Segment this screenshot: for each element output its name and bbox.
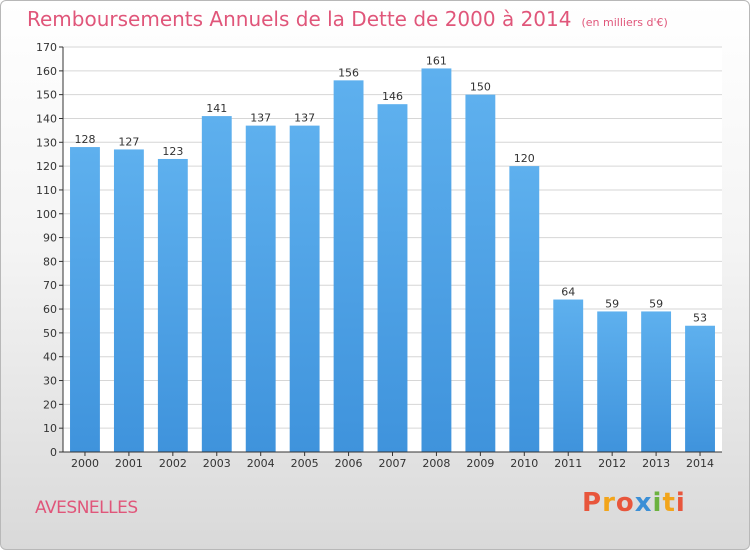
x-tick-label: 2007 <box>379 457 407 470</box>
x-tick-label: 2009 <box>466 457 494 470</box>
logo-letter: i <box>675 488 686 518</box>
y-tick-label: 160 <box>36 65 57 78</box>
y-tick-label: 20 <box>43 398 57 411</box>
x-tick-label: 2013 <box>642 457 670 470</box>
x-tick-label: 2014 <box>686 457 714 470</box>
bar <box>245 125 276 452</box>
y-tick-label: 90 <box>43 232 57 245</box>
commune-name: AVESNELLES <box>35 498 138 518</box>
y-tick-label: 0 <box>50 446 57 459</box>
bar-value-label: 156 <box>338 66 359 79</box>
bar <box>201 116 232 453</box>
bar <box>333 80 364 453</box>
bar-value-label: 150 <box>470 81 491 94</box>
bar <box>685 325 715 452</box>
logo-letter: P <box>582 488 603 518</box>
bar-value-label: 146 <box>382 90 403 103</box>
logo-letter: r <box>602 488 616 518</box>
bar-value-label: 120 <box>514 152 535 165</box>
y-tick-label: 150 <box>36 89 57 102</box>
logo-letter: x <box>634 488 653 518</box>
y-tick-label: 50 <box>43 327 57 340</box>
bar <box>641 311 672 452</box>
logo-letter: i <box>652 488 663 518</box>
chart-unit-label: (en milliers d'€) <box>581 16 668 29</box>
bar-value-label: 137 <box>250 112 271 125</box>
y-tick-label: 170 <box>36 41 57 54</box>
y-tick-label: 120 <box>36 160 57 173</box>
bar <box>509 166 540 452</box>
chart-title: Remboursements Annuels de la Dette de 20… <box>27 7 668 31</box>
bar-value-label: 64 <box>561 286 575 299</box>
bar <box>377 104 408 453</box>
bar-value-label: 128 <box>74 133 95 146</box>
x-tick-label: 2000 <box>71 457 99 470</box>
bar <box>553 299 584 452</box>
bar-value-label: 141 <box>206 102 227 115</box>
x-tick-label: 2010 <box>510 457 538 470</box>
bar <box>597 311 628 452</box>
bar-value-label: 123 <box>162 145 183 158</box>
proxiti-logo: Proxiti <box>582 488 686 518</box>
x-tick-label: 2005 <box>291 457 319 470</box>
chart-title-text: Remboursements Annuels de la Dette de 20… <box>27 7 572 31</box>
bar-value-label: 59 <box>649 297 663 310</box>
y-tick-label: 100 <box>36 208 57 221</box>
bar-value-label: 59 <box>605 297 619 310</box>
bar <box>157 158 188 452</box>
x-tick-label: 2008 <box>422 457 450 470</box>
bar <box>289 125 320 452</box>
y-tick-label: 80 <box>43 255 57 268</box>
bar <box>465 94 496 452</box>
bar <box>70 147 100 452</box>
y-tick-label: 110 <box>36 184 57 197</box>
y-tick-label: 10 <box>43 422 57 435</box>
x-tick-label: 2011 <box>554 457 582 470</box>
y-tick-label: 140 <box>36 112 57 125</box>
logo-letter: o <box>615 488 635 518</box>
y-tick-label: 60 <box>43 303 57 316</box>
bar <box>421 68 452 453</box>
bar-value-label: 53 <box>693 312 707 325</box>
y-tick-label: 70 <box>43 279 57 292</box>
bar-value-label: 127 <box>118 135 139 148</box>
x-tick-label: 2002 <box>159 457 187 470</box>
bar <box>113 149 144 453</box>
x-tick-label: 2001 <box>115 457 143 470</box>
y-tick-label: 40 <box>43 351 57 364</box>
x-tick-label: 2003 <box>203 457 231 470</box>
x-tick-label: 2004 <box>247 457 275 470</box>
bar-value-label: 161 <box>426 54 447 67</box>
logo-letter: t <box>662 488 676 518</box>
y-tick-label: 130 <box>36 136 57 149</box>
y-tick-label: 30 <box>43 375 57 388</box>
x-tick-label: 2006 <box>335 457 363 470</box>
bar-value-label: 137 <box>294 112 315 125</box>
x-tick-label: 2012 <box>598 457 626 470</box>
